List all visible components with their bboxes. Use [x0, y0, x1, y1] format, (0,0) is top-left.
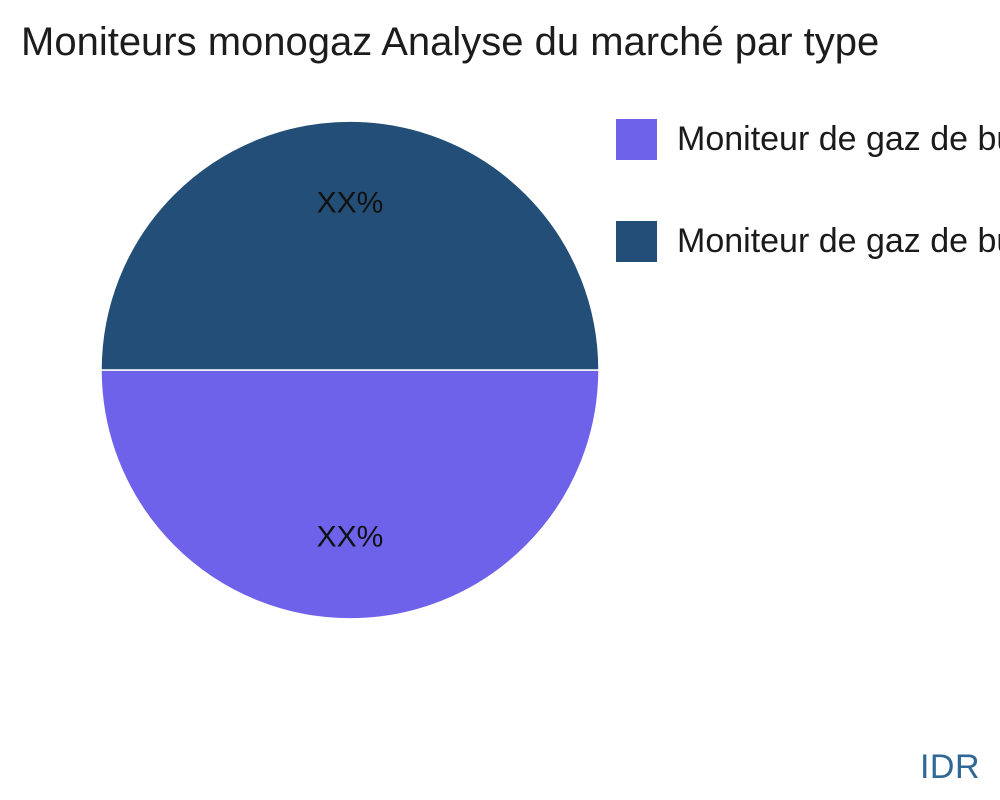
- legend-swatch-icon: [616, 118, 657, 160]
- pie-slice: [100, 120, 600, 371]
- legend-item: Moniteur de gaz de bu: [616, 220, 1000, 262]
- brand-watermark: IDR: [919, 748, 980, 786]
- legend-label: Moniteur de gaz de bu: [677, 221, 1000, 260]
- slice-percentage-label: XX%: [317, 520, 384, 553]
- chart-title: Moniteurs monogaz Analyse du marché par …: [21, 20, 880, 64]
- slice-percentage-label: XX%: [317, 187, 384, 220]
- legend: Moniteur de gaz de bu Moniteur de gaz de…: [616, 118, 1000, 322]
- legend-label: Moniteur de gaz de bu: [677, 119, 1000, 158]
- legend-item: Moniteur de gaz de bu: [616, 118, 1000, 160]
- pie-slice: [100, 369, 600, 620]
- legend-swatch-icon: [616, 220, 657, 262]
- pie-chart: XX% XX%: [100, 120, 600, 620]
